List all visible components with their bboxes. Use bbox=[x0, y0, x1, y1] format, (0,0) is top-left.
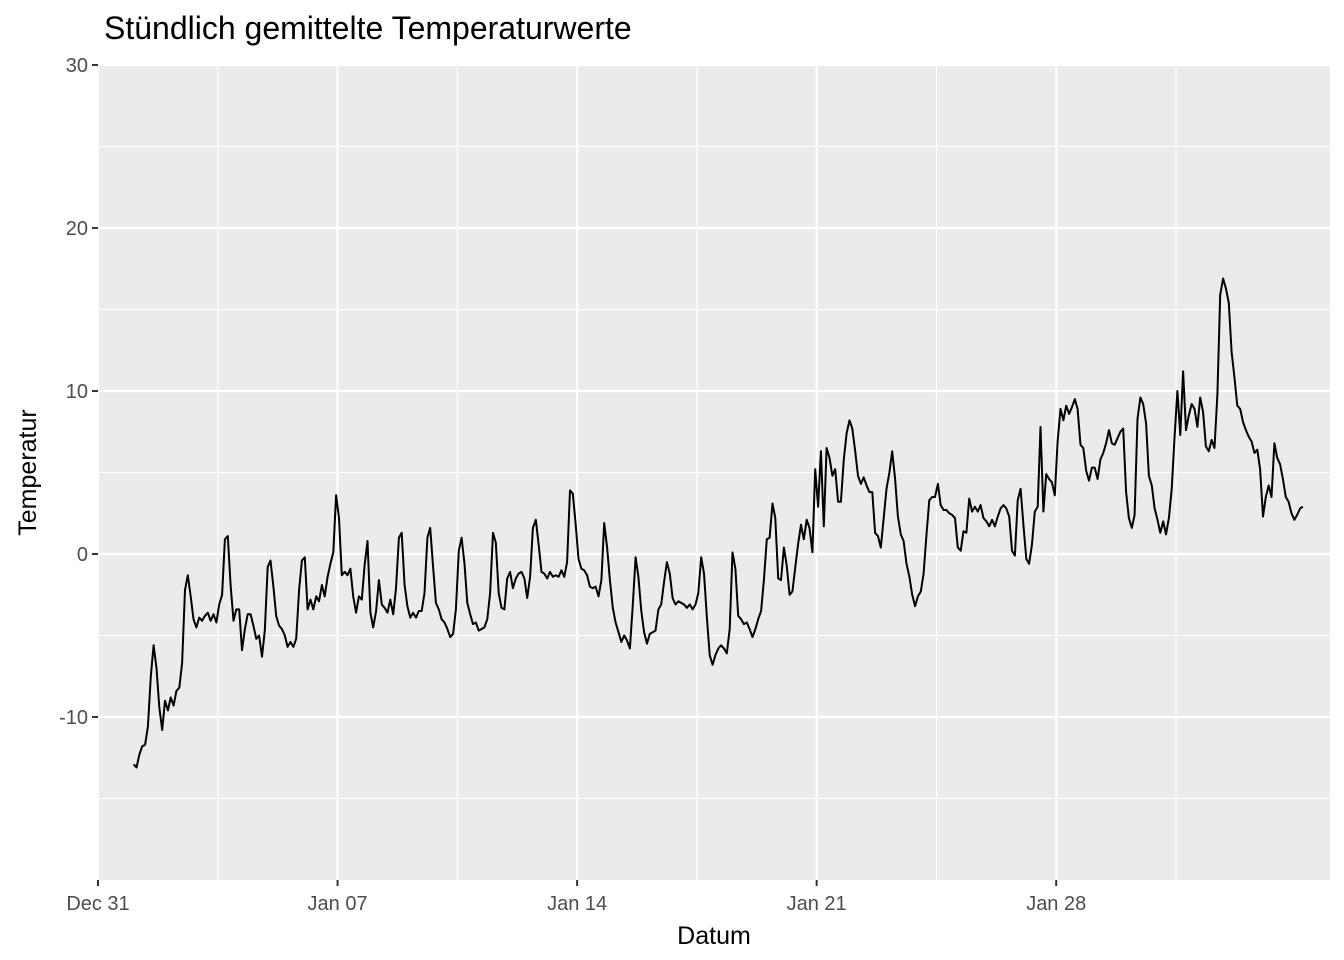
chart-title: Stündlich gemittelte Temperaturwerte bbox=[104, 10, 632, 46]
major-y-gridlines bbox=[98, 63, 1330, 719]
x-tick-label: Jan 28 bbox=[1026, 893, 1086, 915]
y-tick-label: 0 bbox=[77, 544, 88, 566]
y-tick-label: 20 bbox=[66, 218, 88, 240]
y-tick-label: 10 bbox=[66, 381, 88, 403]
x-tick-label: Dec 31 bbox=[66, 893, 129, 915]
temperature-series-line bbox=[132, 277, 1304, 769]
y-axis-title: Temperatur bbox=[14, 409, 42, 535]
major-x-gridlines bbox=[96, 65, 1058, 880]
x-tick-label: Jan 14 bbox=[547, 893, 607, 915]
x-axis-title: Datum bbox=[677, 922, 751, 950]
x-tick-label: Jan 07 bbox=[308, 893, 368, 915]
y-tick-label: 30 bbox=[66, 55, 88, 77]
minor-x-gridlines bbox=[217, 65, 1177, 880]
x-tick-label: Jan 21 bbox=[787, 893, 847, 915]
y-axis: -10 0 10 20 30 bbox=[59, 55, 98, 729]
series-layer bbox=[132, 277, 1304, 769]
y-tick-label: -10 bbox=[59, 707, 88, 729]
x-axis: Dec 31 Jan 07 Jan 14 Jan 21 Jan 28 bbox=[66, 880, 1086, 915]
